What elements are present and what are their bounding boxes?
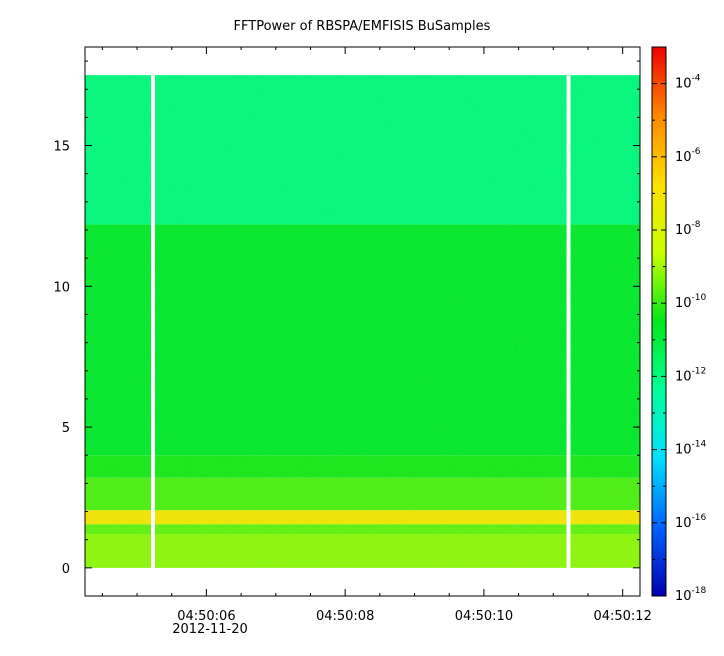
y-axis: 0 5 10 15: [53, 60, 640, 597]
x-axis: 04:50:06 04:50:08 04:50:10 04:50:12: [101, 47, 652, 624]
colorbar: 10-4 10-6 10-8 10-10 10-12 10-14 10-16 10-18: [651, 46, 707, 604]
colorbar-tick-label: 10-14: [675, 440, 707, 458]
colorbar-tick-label: 10-4: [675, 74, 701, 92]
colorbar-tick-label: 10-8: [675, 220, 701, 238]
y-tick-label: 10: [53, 280, 70, 295]
colorbar-tick-label: 10-10: [675, 293, 707, 311]
colorbar-tick-label: 10-6: [675, 147, 701, 165]
x-tick-label: 04:50:10: [455, 609, 513, 624]
spectrogram-noise: [85, 75, 640, 568]
plot-area: 04:50:06 04:50:08 04:50:10 04:50:12 051015 …: [53, 46, 652, 637]
x-tick-label: 04:50:06: [177, 609, 235, 624]
data-gap: [150, 75, 155, 568]
y-tick-label: 0: [62, 562, 70, 577]
colorbar-ticks: 10-4 10-6 10-8 10-10 10-12 10-14 10-16 10-18: [652, 46, 707, 604]
data-gaps: [150, 75, 571, 568]
colorbar-tick-label: 10-16: [675, 513, 707, 531]
colorbar-tick-label: 10-12: [675, 366, 706, 384]
x-tick-label: 04:50:12: [593, 609, 651, 624]
x-tick-label: 04:50:08: [316, 609, 374, 624]
colorbar-gradient: [651, 46, 667, 597]
chart-title: FFTPower of RBSPA/EMFISIS BuSamples: [234, 19, 491, 34]
y-tick-label: 5: [62, 421, 70, 436]
colorbar-tick-label: 10-18: [675, 586, 707, 604]
y-tick-label: 15: [53, 140, 70, 155]
plot-frame: [84, 46, 641, 597]
data-gap: [566, 75, 571, 568]
x-date-label: 2012-11-20: [172, 622, 248, 637]
